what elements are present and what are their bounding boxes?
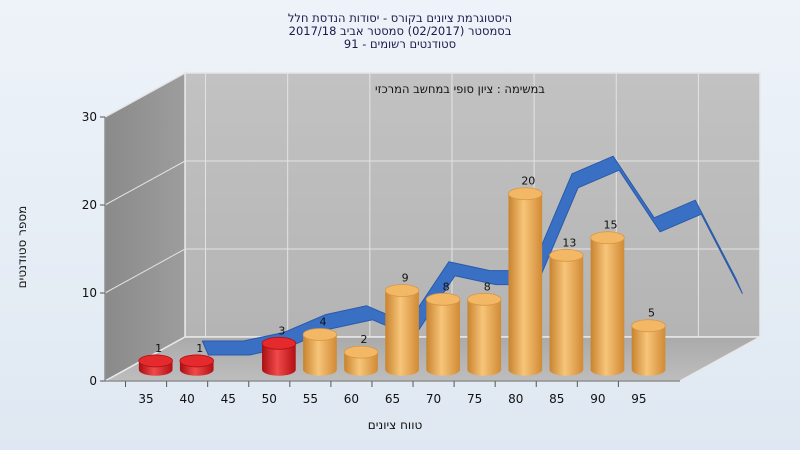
bar-top — [384, 284, 420, 297]
bar-body — [344, 352, 378, 376]
x-tick-label: 40 — [180, 392, 195, 406]
chart-title-line-2: בסמסטר (02/2017) סמסטר אביב 2017/18 — [288, 24, 512, 38]
bar-body — [631, 325, 666, 376]
x-tick-label: 90 — [590, 392, 605, 406]
x-tick-label: 60 — [344, 392, 359, 406]
bar: 20 — [508, 175, 543, 376]
bar-top — [343, 345, 379, 359]
bar-top — [261, 336, 297, 350]
bar: 2 — [343, 333, 379, 376]
y-axis-ticks: 0 10 20 30 — [82, 110, 105, 388]
bar-value-label: 1 — [155, 342, 162, 355]
bar: 5 — [631, 307, 666, 376]
y-tick-label: 30 — [82, 110, 97, 124]
x-tick-label: 75 — [467, 392, 482, 406]
bar-value-label: 1 — [196, 342, 203, 355]
gridlines — [104, 72, 760, 337]
bar-body — [590, 237, 625, 376]
bar-value-label: 8 — [484, 280, 491, 293]
bar: 13 — [549, 236, 584, 376]
bar-top — [138, 354, 173, 368]
chart-title-line-1: היסטוגרמת ציונים בקורס - יסודות הנדסת חל… — [287, 11, 513, 25]
x-axis-ticks: 35 40 45 50 55 60 65 70 75 80 85 90 95 — [125, 381, 647, 406]
bar-body — [467, 299, 502, 376]
y-tick-label: 0 — [89, 374, 97, 388]
bar-body — [508, 193, 543, 376]
y-axis-label: מספר סטודנטים — [15, 205, 29, 289]
gridline — [104, 72, 760, 118]
x-tick-label: 85 — [549, 392, 564, 406]
x-tick-label: 35 — [138, 392, 153, 406]
chart-title-line-3: סטודנטים רשומים - 91 — [343, 37, 457, 51]
y-tick-label: 10 — [82, 286, 97, 300]
bar-top — [590, 231, 625, 245]
bar-top — [179, 354, 214, 368]
x-tick-label: 95 — [631, 392, 646, 406]
chart-subtitle: במשימה : ציון סופי במחשב המרכזי — [375, 82, 545, 96]
bar-top — [425, 292, 461, 306]
bar-value-label: 13 — [562, 236, 576, 249]
bar-top — [302, 328, 338, 341]
bar-top — [631, 319, 666, 333]
bar-value-label: 8 — [443, 280, 450, 293]
x-axis-label: טווח ציונים — [367, 418, 423, 432]
bar-top — [508, 187, 543, 201]
bar-value-label: 2 — [361, 333, 368, 346]
bar: 1 — [138, 342, 173, 376]
bar-body — [426, 299, 461, 376]
gridline — [104, 160, 760, 206]
x-tick-label: 80 — [508, 392, 523, 406]
bar-body — [385, 290, 419, 376]
bar-value-label: 9 — [402, 272, 409, 285]
bar: 8 — [425, 280, 461, 376]
x-tick-label: 55 — [303, 392, 318, 406]
bar-value-label: 4 — [319, 316, 326, 329]
bar: 3 — [261, 324, 297, 376]
x-tick-label: 50 — [262, 392, 277, 406]
bar-body — [303, 334, 337, 376]
bar-value-label: 20 — [521, 175, 535, 188]
bar-value-label: 3 — [278, 324, 285, 337]
bar-top — [467, 292, 502, 306]
bar: 9 — [384, 272, 420, 376]
bar-body — [262, 343, 296, 376]
x-tick-label: 45 — [221, 392, 236, 406]
bar: 4 — [302, 316, 338, 376]
bar-value-label: 5 — [648, 307, 655, 320]
bar: 1 — [179, 342, 214, 376]
bar: 15 — [590, 219, 625, 376]
bar-top — [549, 248, 584, 262]
side-wall — [104, 71, 186, 383]
x-tick-label: 65 — [385, 392, 400, 406]
y-tick-label: 20 — [82, 198, 97, 212]
bar-value-label: 15 — [603, 219, 617, 232]
x-tick-label: 70 — [426, 392, 441, 406]
bar: 8 — [467, 280, 502, 376]
bar-body — [549, 255, 584, 376]
